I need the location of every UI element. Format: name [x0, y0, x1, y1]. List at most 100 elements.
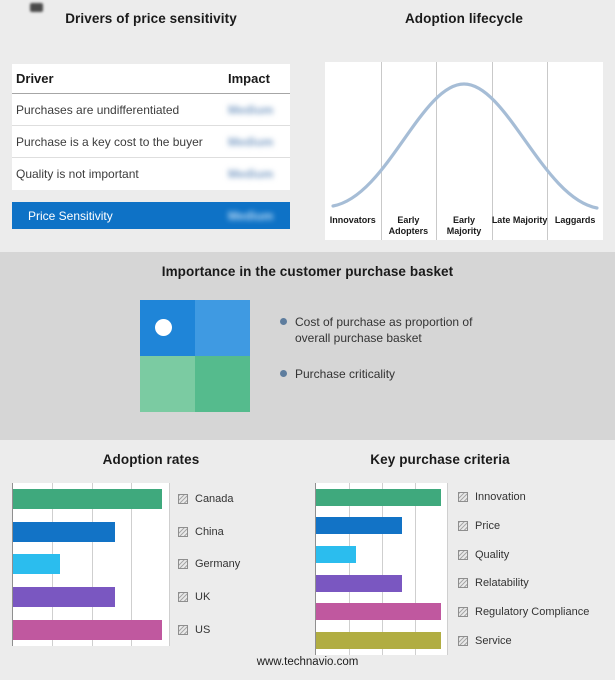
impact-cell-blurred: Medium	[228, 208, 274, 223]
legend-swatch-icon	[458, 635, 468, 646]
basket-bullet-list: Cost of purchase as proportion of overal…	[280, 314, 488, 403]
legend-label: Canada	[195, 493, 234, 506]
bar-row	[316, 626, 448, 655]
bullet-icon	[280, 318, 287, 325]
legend-item: Quality	[458, 540, 610, 569]
bullet-icon	[280, 370, 287, 378]
table-row: Purchase is a key cost to the buyer Medi…	[12, 126, 290, 158]
impact-cell-blurred: Medium	[228, 167, 274, 181]
impact-cell-blurred: Medium	[228, 102, 274, 117]
stage-label: Early Adopters	[388, 215, 429, 236]
price-sensitivity-row: Price Sensitivity Medium	[12, 202, 290, 229]
legend-item: China	[178, 516, 298, 549]
driver-cell: Quality is not important	[16, 167, 139, 181]
bullet-text: Cost of purchase as proportion of overal…	[295, 315, 473, 346]
bullet-text: Purchase criticality	[295, 367, 396, 382]
bar-germany	[13, 554, 61, 575]
bullet-item: Purchase criticality	[280, 366, 488, 382]
stage-label: Innovators	[329, 215, 376, 226]
bar-row	[13, 483, 170, 516]
adoption-lifecycle-chart: Innovators Early Adopters Early Majority…	[325, 62, 603, 240]
gridline	[436, 62, 438, 240]
stage-label: Late Majority	[491, 215, 548, 226]
bar-innovation	[316, 488, 442, 506]
bar-row	[316, 483, 448, 512]
gridline	[415, 483, 416, 655]
driver-cell: Purchases are undifferentiated	[16, 102, 180, 117]
table-row: Quality is not important Medium	[12, 158, 290, 190]
technavio-url: www.technavio.com	[256, 656, 359, 668]
bar-price	[316, 517, 402, 535]
legend-label: UK	[195, 591, 211, 604]
bar-uk	[13, 587, 116, 608]
legend-swatch-icon	[178, 494, 188, 505]
basket-title: Importance in the customer purchase bask…	[161, 264, 454, 279]
gridline	[91, 483, 93, 646]
legend-item: Relatability	[458, 569, 610, 598]
bell-curve-path	[331, 82, 599, 210]
drivers-table-header: Driver Impact	[12, 64, 290, 94]
legend-item: Service	[458, 626, 610, 655]
legend-item: UK	[178, 581, 298, 614]
key-purchase-criteria-chart	[315, 483, 448, 655]
bar-row	[316, 512, 448, 541]
legend-item: Canada	[178, 483, 298, 516]
legend-label: Innovation	[475, 491, 526, 504]
legend-item: Germany	[178, 548, 298, 581]
gridline	[349, 483, 350, 655]
corner-artifact	[30, 3, 43, 12]
legend-label: Price	[475, 519, 501, 532]
column-header-driver: Driver	[16, 71, 54, 86]
bar-row	[316, 569, 448, 598]
gridline	[380, 62, 382, 240]
position-dot	[155, 319, 172, 336]
bar-relatability	[316, 574, 402, 592]
lifecycle-panel-title: Adoption lifecycle	[404, 11, 524, 26]
bar-row	[13, 613, 170, 646]
legend-label: Relatability	[475, 577, 529, 590]
gridline	[491, 62, 493, 240]
impact-cell-blurred: Medium	[228, 134, 274, 149]
gridline	[447, 483, 448, 655]
gridline	[382, 483, 383, 655]
bar-row	[13, 581, 170, 614]
stage-label: Laggards	[554, 215, 596, 226]
key-purchase-criteria-legend: Innovation Price Quality Relatability Re…	[458, 483, 610, 655]
legend-item: Regulatory Compliance	[458, 598, 610, 627]
column-header-impact: Impact	[228, 71, 270, 86]
bar-service	[316, 632, 442, 650]
bar-quality	[316, 546, 356, 564]
adoption-rates-chart	[12, 483, 170, 646]
legend-label: Service	[475, 634, 512, 647]
bar-regulatory-compliance	[316, 603, 442, 621]
bar-row	[316, 598, 448, 627]
legend-swatch-icon	[458, 492, 468, 503]
bar-row	[13, 516, 170, 549]
legend-swatch-icon	[458, 606, 468, 617]
legend-swatch-icon	[178, 624, 188, 635]
legend-swatch-icon	[458, 578, 468, 589]
drivers-panel-title: Drivers of price sensitivity	[65, 11, 237, 26]
purchase-basket-matrix	[140, 300, 250, 412]
matrix-quadrant-top-right	[195, 300, 250, 356]
gridline	[547, 62, 549, 240]
bar-canada	[13, 489, 163, 510]
legend-swatch-icon	[178, 559, 188, 570]
table-row: Purchases are undifferentiated Medium	[12, 94, 290, 126]
legend-label: Quality	[475, 548, 510, 561]
bar-us	[13, 619, 163, 640]
gridline	[169, 483, 170, 646]
bullet-item: Cost of purchase as proportion of overal…	[280, 314, 488, 346]
bar-row	[13, 548, 170, 581]
legend-item: Price	[458, 512, 610, 541]
price-sensitivity-label: Price Sensitivity	[28, 208, 113, 223]
legend-item: Innovation	[458, 483, 610, 512]
bar-china	[13, 521, 116, 542]
legend-swatch-icon	[458, 520, 468, 531]
bar-row	[316, 540, 448, 569]
gridline	[130, 483, 132, 646]
legend-swatch-icon	[458, 549, 468, 560]
key-purchase-criteria-title: Key purchase criteria	[370, 452, 510, 467]
matrix-quadrant-bottom-right	[195, 356, 250, 412]
